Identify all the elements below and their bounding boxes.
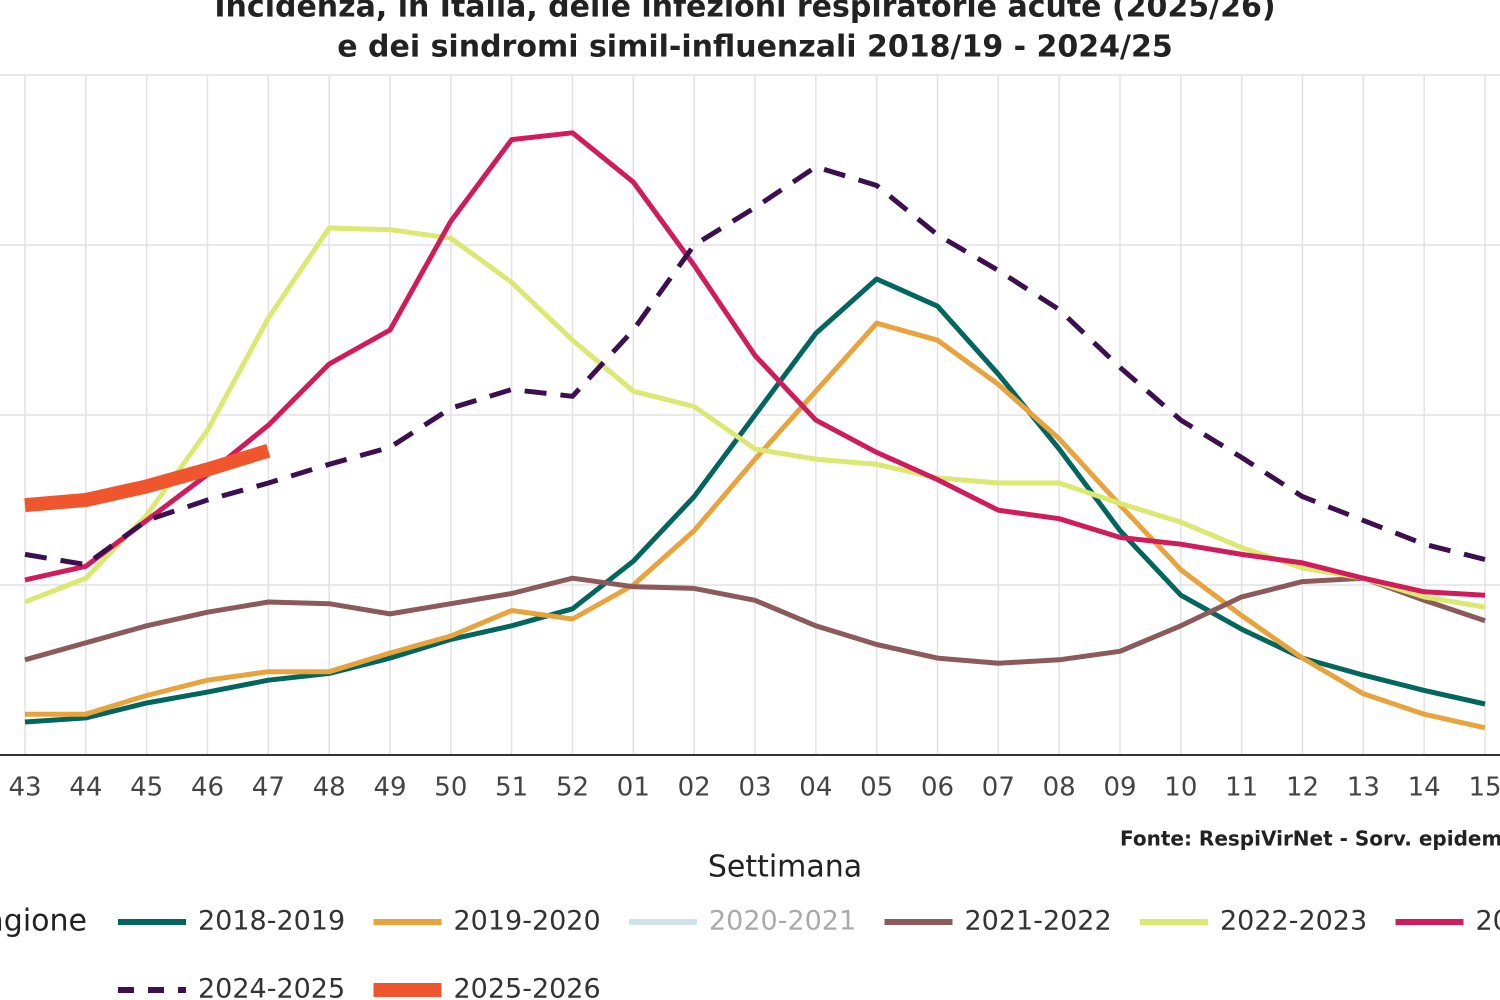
x-tick-label: 13 bbox=[1347, 773, 1380, 803]
chart-subtitle: e dei sindromi simil-influenzali 2018/19… bbox=[337, 30, 1173, 65]
series-line bbox=[24, 575, 1486, 666]
x-tick-label: 44 bbox=[69, 773, 102, 803]
series-line bbox=[24, 164, 1486, 568]
legend-label: 2025-2026 bbox=[454, 974, 601, 1000]
x-tick-label: 03 bbox=[738, 773, 771, 803]
x-tick-label: 06 bbox=[921, 773, 954, 803]
series-line bbox=[25, 320, 1486, 731]
x-tick-label: 48 bbox=[313, 773, 346, 803]
x-tick-label: 09 bbox=[1103, 773, 1136, 803]
series-line bbox=[24, 276, 1486, 725]
x-tick-label: 04 bbox=[799, 773, 832, 803]
x-tick-label: 07 bbox=[982, 773, 1015, 803]
chart-title: Incidenza, in Italia, delle infezioni re… bbox=[214, 0, 1275, 25]
legend-label: 2020-2021 bbox=[709, 906, 856, 937]
x-tick-label: 15 bbox=[1468, 773, 1500, 803]
legend-label: 2021-2022 bbox=[965, 906, 1112, 937]
x-tick-label: 01 bbox=[617, 773, 650, 803]
x-tick-label: 02 bbox=[678, 773, 711, 803]
x-tick-label: 49 bbox=[373, 773, 406, 803]
legend-label: 2018-2019 bbox=[198, 906, 345, 937]
x-tick-label: 10 bbox=[1164, 773, 1197, 803]
x-axis-label: Settimana bbox=[708, 850, 862, 885]
series-line bbox=[24, 130, 1486, 598]
series-line bbox=[24, 225, 1486, 610]
x-tick-label: 08 bbox=[1043, 773, 1076, 803]
legend-label: 2023-2024 bbox=[1476, 906, 1500, 937]
x-tick-label: 45 bbox=[130, 773, 163, 803]
x-tick-label: 14 bbox=[1408, 773, 1441, 803]
x-tick-label: 52 bbox=[556, 773, 589, 803]
x-tick-label: 12 bbox=[1286, 773, 1319, 803]
x-tick-label: 47 bbox=[252, 773, 285, 803]
x-tick-label: 50 bbox=[434, 773, 467, 803]
x-tick-label: 05 bbox=[860, 773, 893, 803]
legend-title: Stagione bbox=[0, 904, 87, 939]
source: Fonte: RespiVirNet - Sorv. epidemiologic… bbox=[1120, 827, 1500, 851]
legend-label: 2019-2020 bbox=[454, 906, 601, 937]
series-line bbox=[24, 444, 271, 513]
legend-label: 2024-2025 bbox=[198, 974, 345, 1000]
x-tick-label: 51 bbox=[495, 773, 528, 803]
legend-label: 2022-2023 bbox=[1220, 906, 1367, 937]
x-tick-label: 46 bbox=[191, 773, 224, 803]
x-tick-label: 43 bbox=[8, 773, 41, 803]
x-tick-label: 11 bbox=[1225, 773, 1258, 803]
